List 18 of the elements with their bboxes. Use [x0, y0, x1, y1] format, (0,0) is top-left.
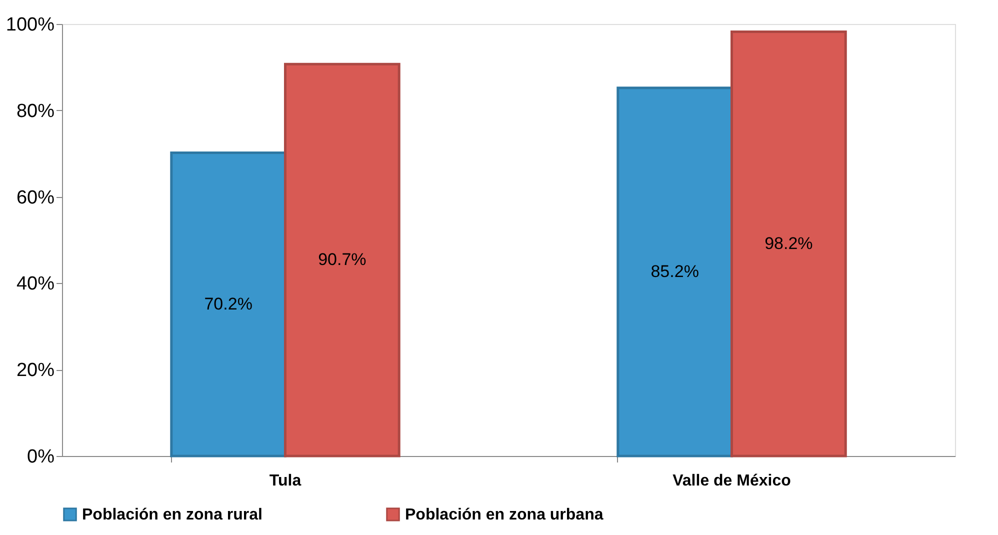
bar: [730, 30, 847, 458]
y-tick-label: 60%: [16, 187, 55, 208]
y-tick-label: 80%: [16, 100, 55, 122]
x-tick-label: Valle de México: [672, 472, 792, 490]
legend-label: Población en zona urbana: [405, 506, 604, 524]
bar: [284, 62, 400, 458]
bar: [616, 86, 733, 458]
data-label: 70.2%: [204, 294, 252, 314]
y-tick-label: 100%: [6, 14, 55, 36]
data-label: 90.7%: [318, 250, 366, 270]
legend-label: Población en zona rural: [82, 506, 262, 524]
y-tick-label: 0%: [27, 446, 55, 468]
y-tick-label: 20%: [16, 360, 55, 382]
y-tick-label: 40%: [16, 274, 55, 295]
x-tick-label: Tula: [269, 472, 302, 490]
data-label: 98.2%: [764, 234, 813, 253]
data-label: 85.2%: [650, 262, 699, 281]
bar: [170, 151, 286, 458]
